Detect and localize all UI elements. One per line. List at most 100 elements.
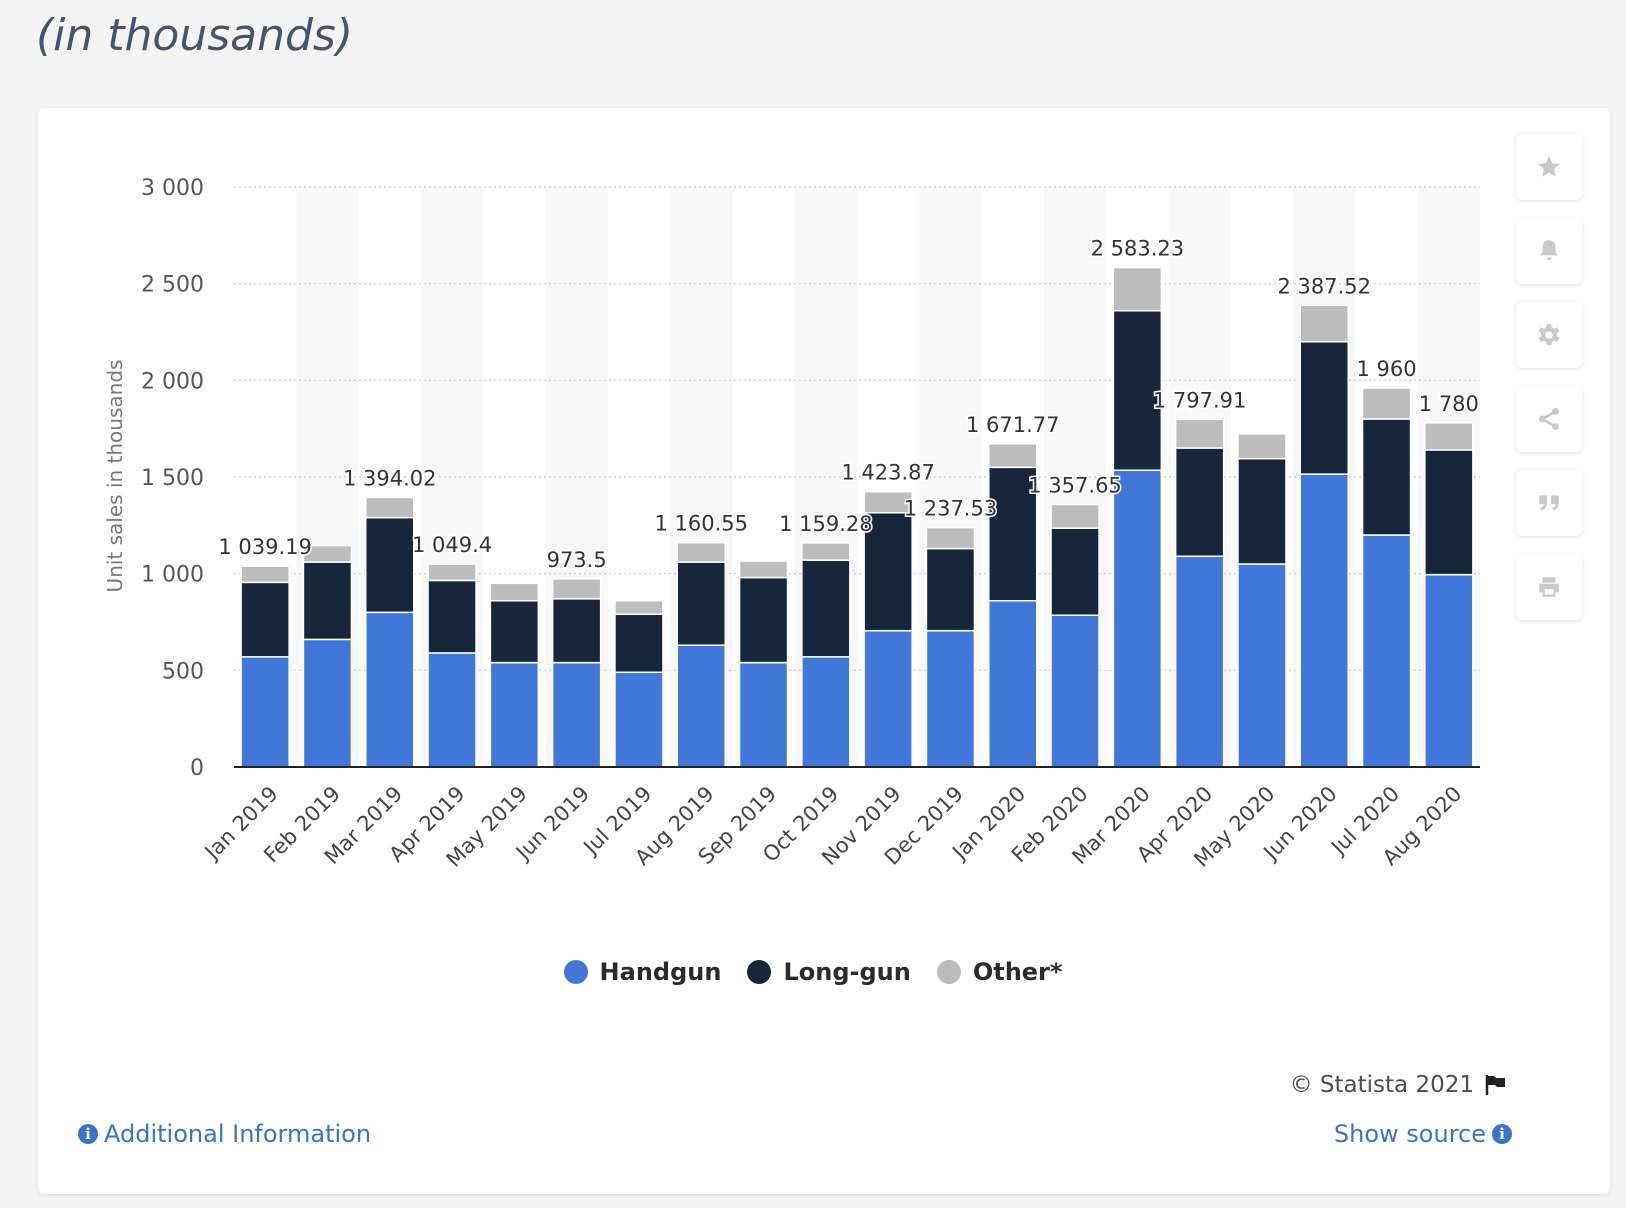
bar-segment[interactable]	[1237, 457, 1287, 565]
bar-segment[interactable]	[551, 661, 602, 768]
bar-segment[interactable]	[676, 644, 726, 768]
star-icon	[1538, 156, 1560, 177]
bar-segment[interactable]	[240, 565, 290, 584]
bar-segment[interactable]	[1174, 447, 1225, 558]
total-label: 1 039.19	[218, 535, 312, 559]
notification-button[interactable]	[1516, 218, 1582, 284]
bar-segment[interactable]	[676, 541, 726, 563]
bar-segment[interactable]	[863, 629, 913, 768]
bar-segment[interactable]	[489, 582, 540, 602]
bar-segment[interactable]	[988, 599, 1038, 768]
bar-segment[interactable]	[1361, 387, 1412, 420]
bar-segment[interactable]	[738, 560, 789, 579]
legend-label-handgun: Handgun	[599, 958, 722, 986]
bar-segment[interactable]	[1174, 555, 1225, 768]
print-button[interactable]	[1516, 554, 1582, 620]
bar-segment[interactable]	[551, 598, 602, 664]
bar-segment[interactable]	[240, 581, 290, 658]
favorite-button[interactable]	[1516, 134, 1582, 200]
bar-segment[interactable]	[1050, 503, 1100, 529]
total-label: 1 357.65	[1028, 474, 1122, 498]
print-icon	[1539, 577, 1559, 597]
bar-segment[interactable]	[863, 490, 913, 514]
bar-segment[interactable]	[1174, 418, 1225, 449]
total-label: 2 583.23	[1091, 237, 1185, 261]
legend-item-handgun[interactable]: Handgun	[563, 958, 722, 986]
total-label: 2 387.52	[1277, 274, 1371, 298]
bar-segment[interactable]	[801, 559, 851, 658]
flag-icon[interactable]	[1484, 1074, 1508, 1096]
y-axis-label: Unit sales in thousands	[103, 360, 127, 593]
share-icon	[1539, 407, 1559, 431]
bar-segment[interactable]	[1050, 527, 1100, 616]
chart-heading: (in thousands)	[36, 10, 354, 61]
legend-swatch-long-gun	[747, 960, 772, 984]
bar-segment[interactable]	[489, 661, 540, 768]
bar-segment[interactable]	[302, 544, 353, 563]
additional-information-label: Additional Information	[104, 1120, 372, 1148]
bar-segment[interactable]	[614, 671, 664, 768]
total-label: 973.5	[547, 548, 607, 572]
bar-segment[interactable]	[738, 576, 789, 664]
legend-label-long-gun: Long-gun	[783, 958, 911, 986]
bar-segment[interactable]	[1424, 573, 1474, 768]
bar-segment[interactable]	[614, 599, 664, 616]
bar-segment[interactable]	[1299, 340, 1349, 475]
bar-segment[interactable]	[925, 526, 976, 550]
show-source-link[interactable]: Show source i	[1334, 1120, 1512, 1148]
total-label: 1 237.53	[904, 497, 998, 521]
bar-segment[interactable]	[427, 579, 477, 654]
total-labels: 1 039.19 1 394.02 1 049.4 973.5 1 160.55 1 15…	[217, 235, 1481, 573]
total-label: 1 671.77	[966, 413, 1060, 437]
chart-legend: Handgun Long-gun Other*	[0, 958, 1626, 986]
bar-segment[interactable]	[240, 656, 290, 768]
bars	[240, 266, 1474, 768]
bar-segment[interactable]	[1424, 422, 1474, 451]
bar-segment[interactable]	[551, 578, 602, 600]
bar-segment[interactable]	[365, 516, 415, 614]
bar-segment[interactable]	[365, 496, 415, 519]
bar-segment[interactable]	[801, 542, 851, 561]
bar-segment[interactable]	[1361, 534, 1412, 768]
bar-segment[interactable]	[988, 442, 1038, 469]
total-label: 1 960	[1356, 357, 1416, 381]
bar-segment[interactable]	[1112, 469, 1163, 768]
total-label: 1 780	[1419, 392, 1479, 416]
total-label: 1 394.02	[343, 466, 437, 490]
y-tick-label: 2 000	[141, 369, 204, 394]
bar-segment[interactable]	[1237, 563, 1287, 768]
bar-segment[interactable]	[1299, 304, 1349, 343]
total-label: 1 160.55	[654, 512, 748, 536]
settings-button[interactable]	[1516, 302, 1582, 368]
bar-segment[interactable]	[1424, 449, 1474, 576]
y-tick-label: 1 000	[141, 563, 204, 588]
cite-button[interactable]	[1516, 470, 1582, 536]
show-source-label: Show source	[1333, 1120, 1486, 1148]
bar-segment[interactable]	[1050, 614, 1100, 768]
additional-information-link[interactable]: i Additional Information	[78, 1120, 371, 1148]
bar-segment[interactable]	[302, 561, 353, 641]
bar-segment[interactable]	[614, 613, 664, 674]
bar-segment[interactable]	[738, 661, 789, 768]
share-button[interactable]	[1516, 386, 1582, 452]
bar-segment[interactable]	[1112, 266, 1163, 312]
bar-segment[interactable]	[1112, 309, 1163, 471]
bar-segment[interactable]	[1299, 473, 1349, 768]
bar-segment[interactable]	[925, 547, 976, 632]
copyright-text: © Statista 2021	[1289, 1072, 1474, 1098]
bar-segment[interactable]	[1237, 433, 1287, 460]
bell-icon	[1540, 240, 1558, 261]
legend-item-long-gun[interactable]: Long-gun	[747, 958, 911, 986]
legend-item-other[interactable]: Other*	[936, 958, 1063, 986]
bar-segment[interactable]	[427, 563, 477, 582]
bar-segment[interactable]	[801, 656, 851, 768]
bar-segment[interactable]	[302, 638, 353, 768]
bar-segment[interactable]	[925, 629, 976, 768]
bar-segment[interactable]	[1361, 418, 1412, 536]
bar-segment[interactable]	[676, 561, 726, 646]
bar-segment[interactable]	[489, 599, 540, 664]
legend-label-other: Other*	[972, 958, 1063, 986]
bar-segment[interactable]	[365, 611, 415, 768]
bar-segment[interactable]	[427, 652, 477, 768]
